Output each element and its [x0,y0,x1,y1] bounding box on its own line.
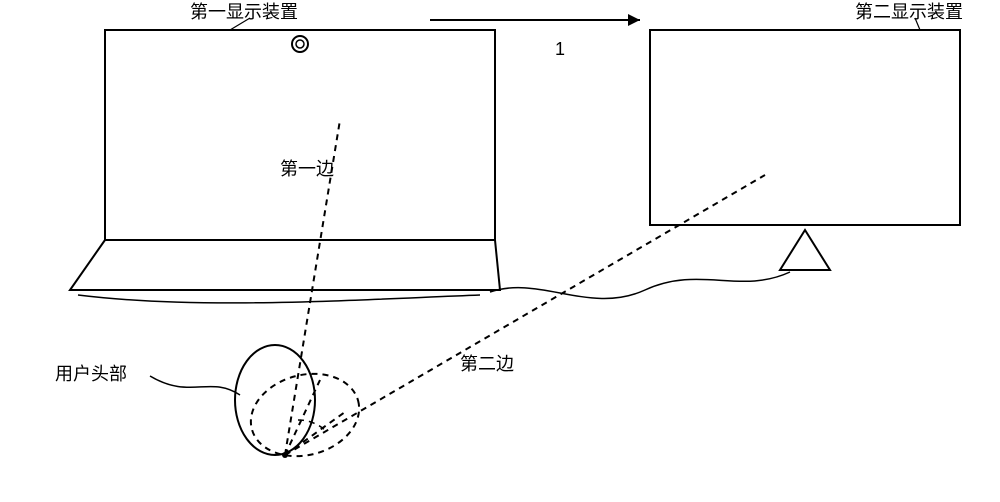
label-side2: 第二边 [460,354,514,374]
transfer-arrow-head [628,14,640,26]
diagram-root: 第一显示装置 第二显示装置第一边第二边用户头部 1 [0,0,1000,502]
cable [490,272,790,298]
camera-inner-icon [296,40,304,48]
laptop-keyboard-edge [78,295,480,303]
monitor-screen [650,30,960,225]
angle-arc [298,420,327,432]
camera-icon [292,36,308,52]
label-display1: 第一显示装置 [190,2,298,22]
label-arrow-num: 1 [555,39,565,59]
monitor-stand [780,230,830,270]
laptop-screen [105,30,495,240]
sight-line-side2 [285,175,765,455]
label-side1: 第一边 [280,159,334,179]
head-solid [235,345,315,455]
head-leader [150,376,240,395]
laptop-base [70,240,500,290]
label-head: 用户头部 [55,364,127,384]
label-display2: 第二显示装置 [855,2,963,22]
